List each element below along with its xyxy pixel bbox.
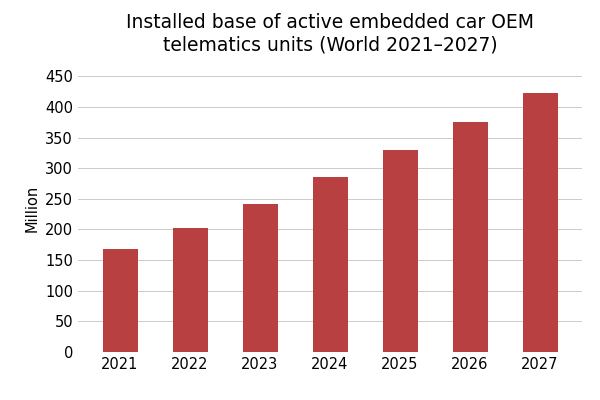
Bar [452, 122, 487, 352]
Bar [313, 177, 347, 352]
Bar [383, 150, 418, 352]
Bar [103, 249, 137, 352]
Bar [523, 93, 557, 352]
Bar [173, 228, 208, 352]
Y-axis label: Million: Million [25, 184, 40, 232]
Bar [242, 204, 277, 352]
Title: Installed base of active embedded car OEM
telematics units (World 2021–2027): Installed base of active embedded car OE… [126, 13, 534, 54]
